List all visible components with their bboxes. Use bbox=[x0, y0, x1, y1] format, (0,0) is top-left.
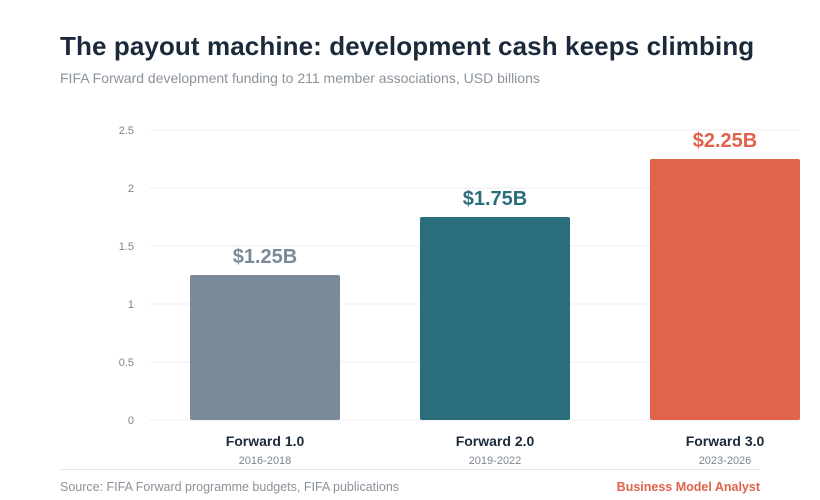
bar-chart: 0 0.5 1 1.5 2 2.5 $1.25B Forward 1.0 2016-2018 $1… bbox=[119, 125, 800, 467]
y-tick-label: 0 bbox=[128, 415, 134, 427]
chart-title: The payout machine: development cash kee… bbox=[60, 31, 755, 61]
y-tick-label: 2 bbox=[128, 183, 134, 195]
bar-value-label: $1.25B bbox=[233, 246, 298, 268]
x-period-label: 2023-2026 bbox=[699, 455, 752, 467]
x-category-label: Forward 3.0 bbox=[686, 433, 765, 449]
y-tick-label: 1 bbox=[128, 299, 134, 311]
footer-divider bbox=[60, 469, 760, 470]
x-category-label: Forward 2.0 bbox=[456, 433, 535, 449]
bar bbox=[650, 159, 800, 420]
bar-value-label: $1.75B bbox=[463, 188, 528, 210]
x-period-label: 2016-2018 bbox=[239, 455, 292, 467]
source-note: Source: FIFA Forward programme budgets, … bbox=[60, 480, 400, 494]
bar-value-label: $2.25B bbox=[693, 130, 758, 152]
y-tick-label: 0.5 bbox=[119, 357, 134, 369]
y-tick-label: 2.5 bbox=[119, 125, 134, 137]
bar bbox=[420, 217, 570, 420]
y-tick-label: 1.5 bbox=[119, 241, 134, 253]
chart-subtitle: FIFA Forward development funding to 211 … bbox=[60, 70, 540, 86]
bar bbox=[190, 275, 340, 420]
brand-label: Business Model Analyst bbox=[616, 480, 760, 494]
x-category-label: Forward 1.0 bbox=[226, 433, 305, 449]
x-period-label: 2019-2022 bbox=[469, 455, 522, 467]
